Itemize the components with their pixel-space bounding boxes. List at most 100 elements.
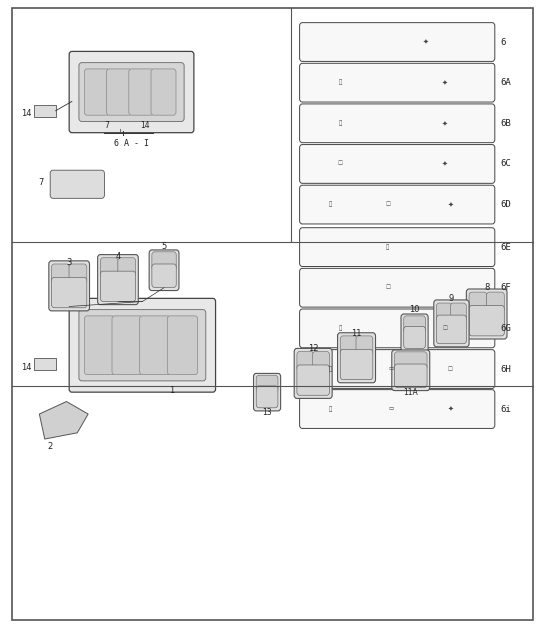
Text: ✦: ✦ <box>423 39 428 45</box>
FancyBboxPatch shape <box>50 170 105 198</box>
FancyBboxPatch shape <box>467 289 507 339</box>
FancyBboxPatch shape <box>297 365 329 395</box>
Text: 6: 6 <box>500 38 506 46</box>
FancyBboxPatch shape <box>52 278 87 308</box>
Text: 4: 4 <box>116 252 120 261</box>
FancyBboxPatch shape <box>118 257 136 277</box>
Text: 7: 7 <box>38 178 44 187</box>
FancyBboxPatch shape <box>437 303 452 322</box>
FancyBboxPatch shape <box>129 69 154 115</box>
FancyBboxPatch shape <box>149 250 179 291</box>
FancyBboxPatch shape <box>313 352 329 371</box>
FancyBboxPatch shape <box>69 264 87 283</box>
Text: ☐: ☐ <box>338 161 343 166</box>
Text: 1: 1 <box>169 386 175 395</box>
Text: ☐: ☐ <box>385 202 390 207</box>
Text: ▭: ▭ <box>389 367 394 372</box>
FancyBboxPatch shape <box>300 63 495 102</box>
Text: 6A: 6A <box>500 78 511 87</box>
FancyBboxPatch shape <box>98 254 138 305</box>
Text: ⌒: ⌒ <box>338 325 342 331</box>
FancyBboxPatch shape <box>404 316 426 333</box>
Text: 6E: 6E <box>500 242 511 252</box>
FancyBboxPatch shape <box>152 264 176 288</box>
FancyBboxPatch shape <box>69 51 194 133</box>
FancyBboxPatch shape <box>152 252 176 270</box>
FancyBboxPatch shape <box>337 333 376 383</box>
Text: 6G: 6G <box>500 324 511 333</box>
FancyBboxPatch shape <box>392 350 430 391</box>
FancyBboxPatch shape <box>100 271 136 301</box>
FancyBboxPatch shape <box>340 336 357 355</box>
FancyBboxPatch shape <box>112 316 142 375</box>
FancyBboxPatch shape <box>79 310 206 381</box>
Text: 14: 14 <box>21 362 31 372</box>
Text: 7: 7 <box>105 121 110 129</box>
FancyBboxPatch shape <box>107 69 131 115</box>
Text: 6B: 6B <box>500 119 511 128</box>
FancyBboxPatch shape <box>300 228 495 266</box>
Text: ☐: ☐ <box>442 326 447 331</box>
Text: 6i: 6i <box>500 404 511 413</box>
FancyBboxPatch shape <box>300 268 495 307</box>
FancyBboxPatch shape <box>300 350 495 388</box>
FancyBboxPatch shape <box>404 327 426 349</box>
FancyBboxPatch shape <box>253 374 281 411</box>
FancyBboxPatch shape <box>356 336 373 355</box>
Text: 14: 14 <box>21 109 31 119</box>
FancyBboxPatch shape <box>151 69 176 115</box>
Text: 10: 10 <box>409 305 420 314</box>
FancyBboxPatch shape <box>100 257 118 277</box>
FancyBboxPatch shape <box>451 303 467 322</box>
FancyBboxPatch shape <box>469 306 504 336</box>
FancyBboxPatch shape <box>395 364 427 387</box>
FancyBboxPatch shape <box>300 104 495 143</box>
Text: 5: 5 <box>161 242 167 251</box>
Text: 12: 12 <box>308 344 318 354</box>
Text: 6C: 6C <box>500 160 511 168</box>
Text: 8: 8 <box>484 283 489 292</box>
Text: ✦: ✦ <box>441 80 447 85</box>
FancyBboxPatch shape <box>84 316 114 375</box>
FancyBboxPatch shape <box>256 376 278 392</box>
FancyBboxPatch shape <box>300 309 495 348</box>
Text: 9: 9 <box>449 294 454 303</box>
Text: 11: 11 <box>352 329 362 338</box>
FancyBboxPatch shape <box>69 298 216 392</box>
FancyBboxPatch shape <box>395 352 427 370</box>
Text: ✦: ✦ <box>447 406 453 412</box>
Bar <box>34 104 56 117</box>
Text: 2: 2 <box>47 442 53 451</box>
Text: ⌒: ⌒ <box>329 366 332 372</box>
Text: ☐: ☐ <box>448 367 453 372</box>
FancyBboxPatch shape <box>340 349 373 380</box>
FancyBboxPatch shape <box>52 264 69 283</box>
Text: 3: 3 <box>66 258 72 267</box>
FancyBboxPatch shape <box>294 349 332 398</box>
Text: ✦: ✦ <box>447 202 453 208</box>
Text: 6F: 6F <box>500 283 511 292</box>
Text: ⌒: ⌒ <box>329 202 332 207</box>
FancyBboxPatch shape <box>487 292 504 311</box>
FancyBboxPatch shape <box>300 144 495 183</box>
Text: ▭: ▭ <box>389 406 394 411</box>
Text: ⌒: ⌒ <box>329 406 332 412</box>
Text: ⌒: ⌒ <box>386 244 389 250</box>
Bar <box>34 358 56 371</box>
FancyBboxPatch shape <box>167 316 198 375</box>
Text: 14: 14 <box>140 121 150 129</box>
FancyBboxPatch shape <box>437 315 467 344</box>
FancyBboxPatch shape <box>401 314 428 352</box>
FancyBboxPatch shape <box>79 63 184 121</box>
Text: ☐: ☐ <box>385 285 390 290</box>
FancyBboxPatch shape <box>434 300 469 347</box>
Text: ✦: ✦ <box>441 121 447 126</box>
Text: ✦: ✦ <box>441 161 447 167</box>
FancyBboxPatch shape <box>256 386 278 408</box>
Text: 6D: 6D <box>500 200 511 209</box>
Text: 11A: 11A <box>403 387 418 397</box>
FancyBboxPatch shape <box>300 23 495 62</box>
FancyBboxPatch shape <box>84 69 110 115</box>
Text: ⌒: ⌒ <box>338 121 342 126</box>
Text: 6 A - I: 6 A - I <box>114 139 149 148</box>
